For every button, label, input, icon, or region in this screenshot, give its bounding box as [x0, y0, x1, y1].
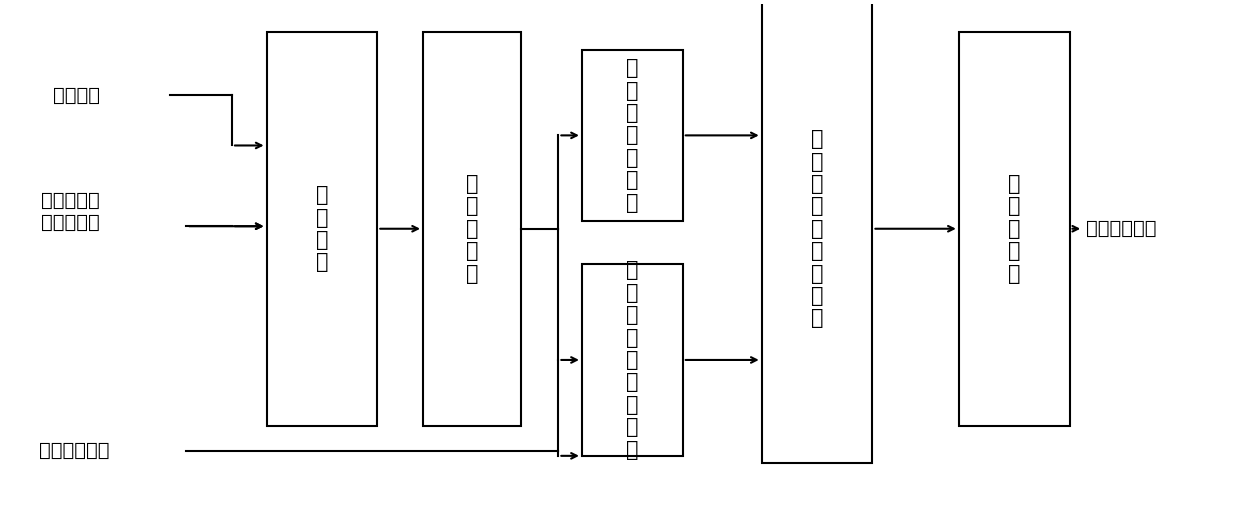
- Bar: [959, 32, 1070, 426]
- Text: 激光干涉信
号过零脉冲: 激光干涉信 号过零脉冲: [41, 191, 100, 231]
- Text: 降
采
样
滤
波: 降 采 样 滤 波: [1008, 174, 1021, 284]
- Text: 红外干涉数据: 红外干涉数据: [1085, 219, 1156, 238]
- Bar: [761, 0, 873, 463]
- Text: 红
外
干
涉
信
号
过
采
样: 红 外 干 涉 信 号 过 采 样: [626, 261, 639, 460]
- Text: 红外干涉信号: 红外干涉信号: [38, 441, 109, 460]
- Bar: [423, 32, 522, 426]
- Text: 等
光
程
差
插
值
重
采
样: 等 光 程 差 插 值 重 采 样: [811, 129, 823, 328]
- Text: 采
样
点
坐
标
变
换: 采 样 点 坐 标 变 换: [626, 58, 639, 212]
- Text: 等
时
间
细
分: 等 时 间 细 分: [466, 174, 479, 284]
- Text: 高频时钟: 高频时钟: [53, 86, 100, 105]
- Bar: [582, 50, 683, 221]
- Bar: [582, 264, 683, 456]
- Bar: [267, 32, 377, 426]
- Text: 高
频
采
样: 高 频 采 样: [316, 185, 329, 272]
